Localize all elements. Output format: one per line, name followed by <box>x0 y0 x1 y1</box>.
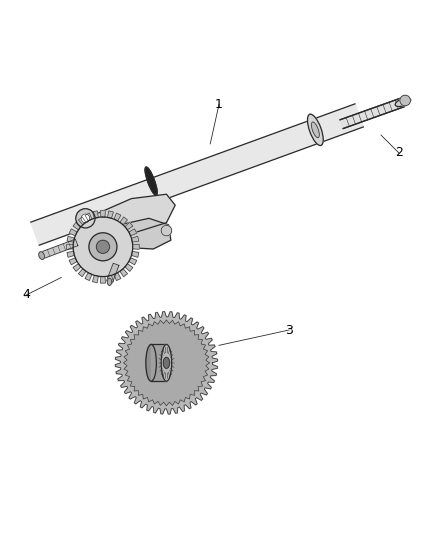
Polygon shape <box>85 213 92 221</box>
Polygon shape <box>133 244 139 249</box>
Polygon shape <box>114 273 121 280</box>
Polygon shape <box>108 276 113 282</box>
Polygon shape <box>129 258 137 265</box>
Ellipse shape <box>311 122 319 138</box>
Polygon shape <box>100 211 106 217</box>
Polygon shape <box>151 344 166 381</box>
Polygon shape <box>131 236 139 242</box>
Polygon shape <box>108 211 113 219</box>
Polygon shape <box>340 98 405 128</box>
Polygon shape <box>69 229 77 236</box>
Circle shape <box>134 330 199 395</box>
Circle shape <box>96 240 110 253</box>
Ellipse shape <box>307 114 323 146</box>
Polygon shape <box>100 277 106 283</box>
Polygon shape <box>120 269 127 277</box>
Polygon shape <box>125 222 133 230</box>
Polygon shape <box>131 252 139 257</box>
Polygon shape <box>124 320 209 406</box>
Polygon shape <box>106 263 119 283</box>
Circle shape <box>400 95 410 106</box>
Polygon shape <box>69 258 77 265</box>
Ellipse shape <box>146 344 156 381</box>
Ellipse shape <box>107 278 112 285</box>
Polygon shape <box>115 312 218 414</box>
Circle shape <box>161 225 172 236</box>
Polygon shape <box>73 222 81 230</box>
Polygon shape <box>114 213 121 221</box>
Polygon shape <box>96 219 171 249</box>
Polygon shape <box>40 239 78 259</box>
Circle shape <box>76 209 95 228</box>
Polygon shape <box>67 236 74 242</box>
Circle shape <box>81 214 90 223</box>
Ellipse shape <box>395 98 411 107</box>
Polygon shape <box>73 264 81 271</box>
Ellipse shape <box>39 252 44 260</box>
Circle shape <box>73 217 133 277</box>
Text: 4: 4 <box>22 288 30 302</box>
Polygon shape <box>78 217 86 225</box>
Text: 3: 3 <box>285 324 293 336</box>
Polygon shape <box>92 276 98 282</box>
Text: 2: 2 <box>395 146 403 159</box>
Circle shape <box>89 233 117 261</box>
Polygon shape <box>92 211 98 219</box>
Polygon shape <box>120 217 127 225</box>
Polygon shape <box>67 244 73 249</box>
Polygon shape <box>85 273 92 280</box>
Polygon shape <box>31 104 364 245</box>
Polygon shape <box>78 269 86 277</box>
Ellipse shape <box>145 167 157 195</box>
Ellipse shape <box>163 357 170 368</box>
Text: 1: 1 <box>215 98 223 111</box>
Polygon shape <box>125 264 133 271</box>
Polygon shape <box>67 252 74 257</box>
Polygon shape <box>85 194 175 240</box>
Ellipse shape <box>161 344 172 381</box>
Polygon shape <box>129 229 137 236</box>
